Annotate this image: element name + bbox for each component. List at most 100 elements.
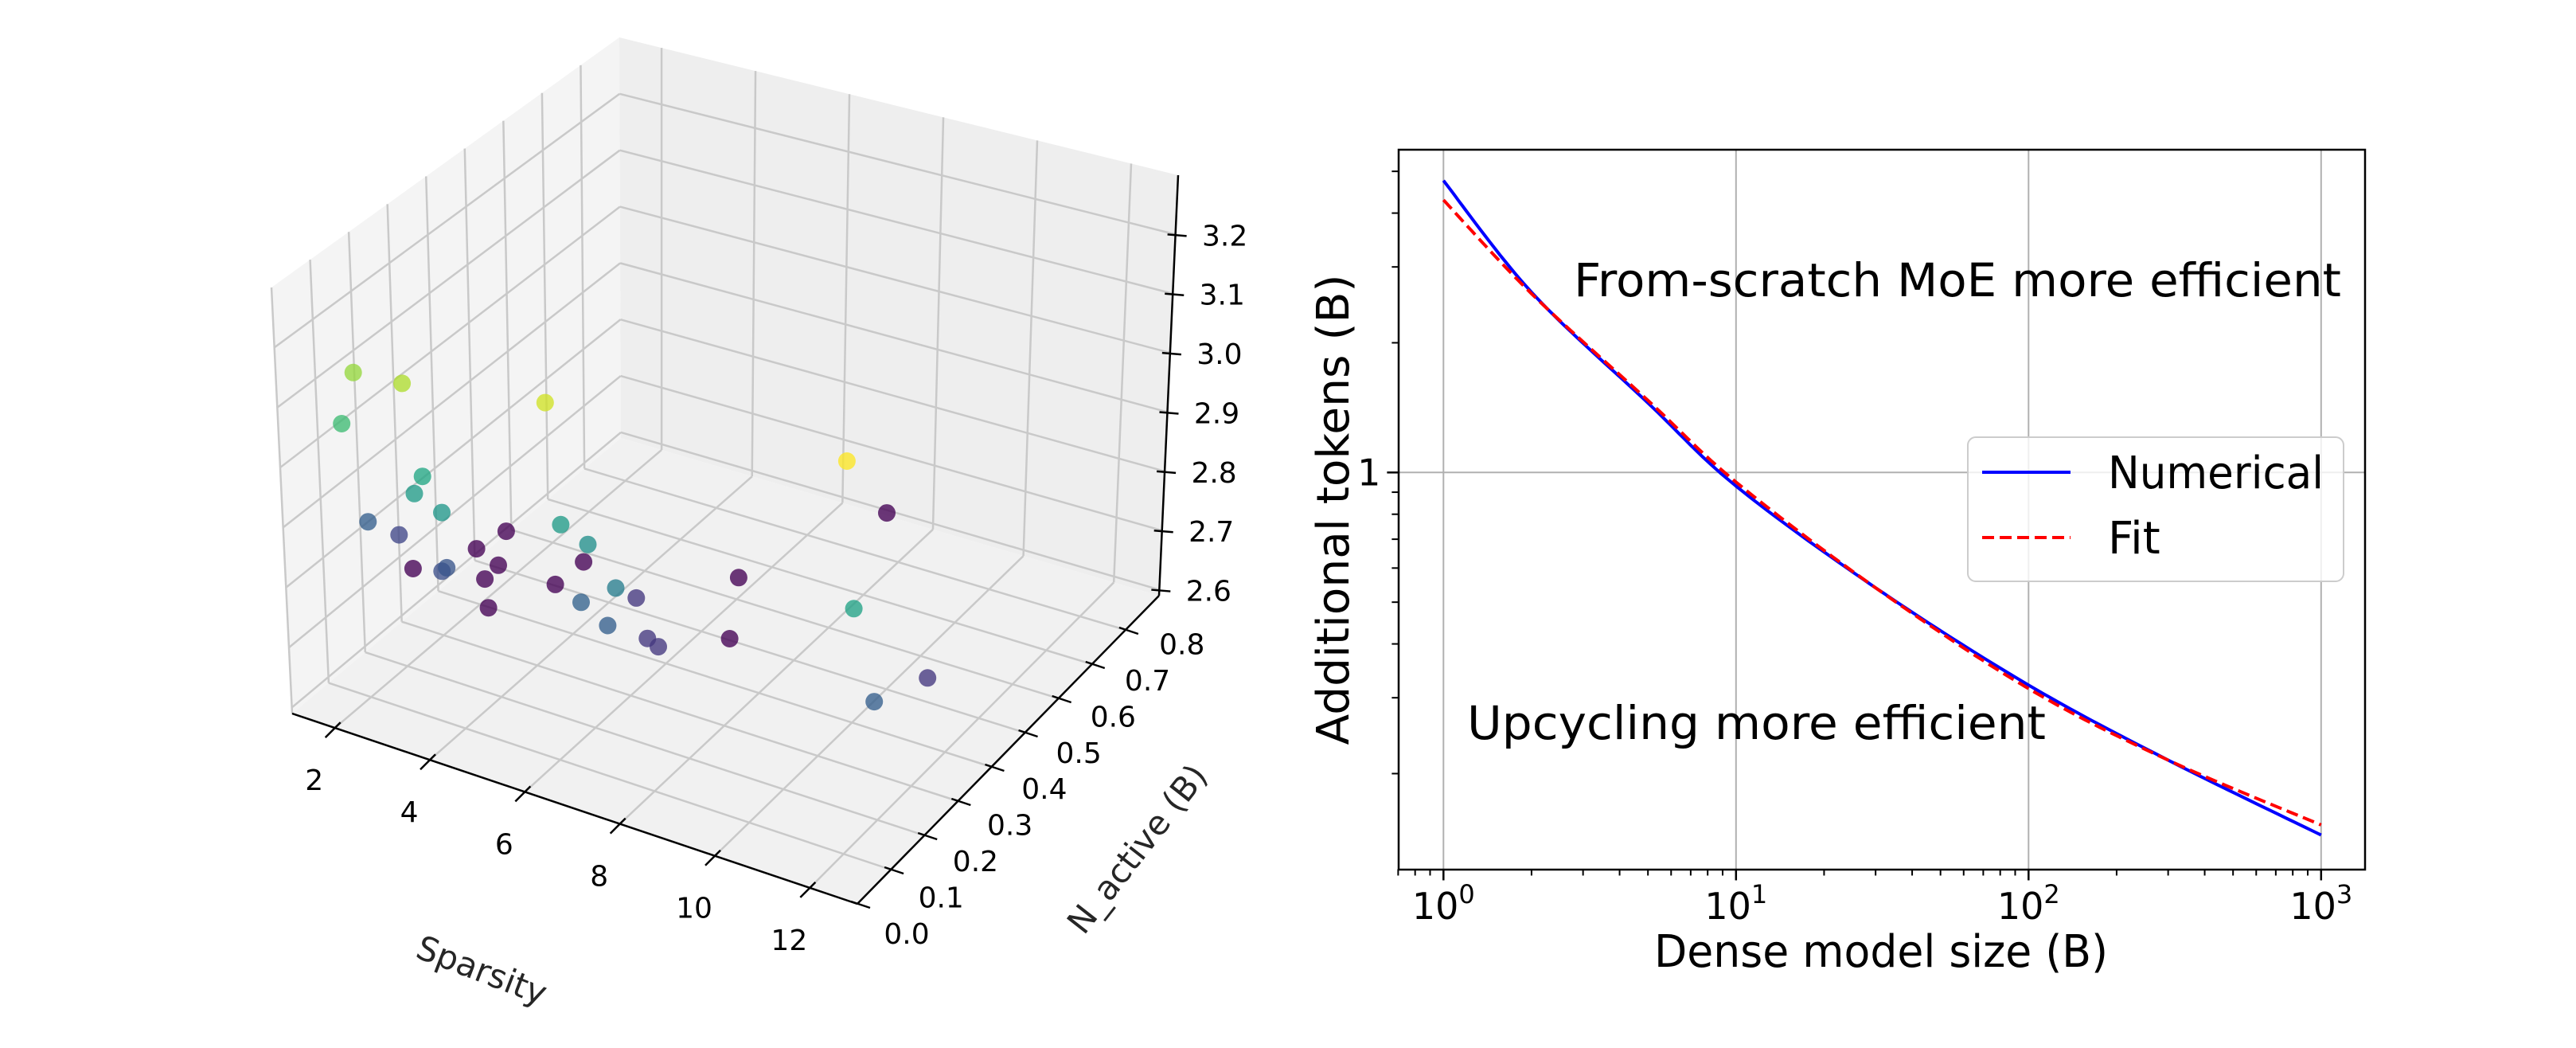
scatter-point [467, 540, 486, 558]
x-tick-base: 10 [1997, 885, 2044, 928]
series-line-fit [1442, 198, 2322, 827]
z-axis-line [1157, 174, 1180, 596]
scatter-point [359, 513, 377, 531]
scatter-point [479, 599, 498, 617]
scatter-point [599, 616, 617, 635]
x-axis-label: Dense model size (B) [1654, 926, 2108, 978]
floor-gridline [474, 559, 1025, 734]
back-pane-gridline [619, 205, 1171, 354]
floor-gridline [365, 651, 925, 837]
floor-gridline [429, 475, 753, 761]
x-axis-line-sparsity [291, 712, 858, 905]
z-tick-label: 2.9 [1194, 397, 1239, 430]
x-tick-mark [514, 785, 532, 803]
left-pane-gridline [282, 262, 621, 529]
left-pane-gridline [580, 65, 586, 469]
scatter-point [650, 638, 667, 656]
y-tick-mark [1018, 729, 1038, 738]
scatter-point [837, 452, 856, 470]
floor-pane [292, 438, 1159, 904]
x-tick-exponent: 1 [1751, 879, 1767, 909]
x-tick-base: 10 [2289, 885, 2336, 928]
scatter-point [344, 363, 362, 381]
x-tick-base: 10 [1412, 885, 1459, 928]
y-tick-label: 1 [1357, 451, 1380, 494]
floor-gridline [584, 467, 1126, 632]
scatter-point [390, 526, 408, 544]
y-tick-label: 0.0 [884, 918, 929, 951]
floor-gridline [401, 620, 958, 803]
z-tick-mark [1153, 529, 1173, 534]
back-pane [619, 37, 1178, 596]
axes-3d: 2 4 6 8 10 12 0.00.1 0.20.3 0.40.5 0.60.7 0.8 2.6 2.… [291, 174, 1247, 957]
scatter-point [572, 593, 590, 612]
x-tick-mark [609, 817, 626, 835]
z-tick-mark [1159, 411, 1179, 415]
scatter-point [433, 503, 451, 522]
left-pane-gridline [347, 232, 367, 653]
z-tick-mark [1151, 589, 1171, 592]
scatter-points [333, 363, 937, 711]
floor-gridline [619, 528, 934, 825]
legend-label-fit: Fit [2108, 513, 2160, 565]
y-tick-mark [1052, 694, 1072, 704]
z-tick-mark [1161, 351, 1181, 356]
scatter-point [865, 693, 884, 711]
scatter-point [393, 374, 412, 393]
scatter-point [546, 575, 564, 593]
scatter-point [607, 579, 625, 597]
left-pane-gridline [463, 148, 476, 561]
scatter-point [919, 669, 937, 687]
z-tick-label: 3.1 [1200, 280, 1245, 312]
x-tick-label: 6 [495, 828, 513, 861]
scatter-point [627, 589, 646, 607]
x-tick-label: 12 [771, 925, 807, 957]
x-tick-mark [704, 849, 721, 866]
x-tick-label: 102 [1997, 879, 2060, 928]
y-tick-label: 0.5 [1056, 737, 1101, 770]
back-pane-gridline [619, 92, 1176, 236]
legend-label-numerical: Numerical [2108, 448, 2324, 499]
x-tick-label: 101 [1704, 879, 1767, 928]
z-tick-label: 2.8 [1191, 457, 1236, 490]
x-tick-mark [324, 721, 342, 738]
scatter-point [575, 553, 593, 571]
scatter-point [438, 558, 456, 577]
y-tick-mark [1118, 626, 1139, 635]
floor-gridline [809, 581, 1115, 889]
floor-gridline [524, 502, 844, 793]
z-tick-label: 2.6 [1186, 576, 1231, 608]
left-pane-gridline [270, 287, 294, 714]
back-pane-gridline [841, 94, 851, 503]
y-tick-mark [917, 831, 938, 841]
series-lines [1442, 179, 2322, 837]
left-pane [271, 37, 621, 714]
scatter-point [333, 415, 351, 432]
x-tick-label: 10 [676, 893, 712, 925]
left-pane-gridline [276, 149, 621, 409]
y-axis-line-n-active [857, 595, 1160, 905]
scatter-point [579, 535, 597, 553]
y-tick-mark [1085, 660, 1106, 670]
scatter-point [497, 522, 515, 541]
floor-gridline [438, 590, 992, 768]
z-tick-label: 3.2 [1202, 220, 1247, 252]
x-tick-exponent: 3 [2336, 879, 2352, 909]
annotation-from-scratch: From-scratch MoE more efficient [1574, 253, 2341, 307]
scatter-point [413, 467, 431, 486]
scatter-point [476, 570, 494, 589]
x-tick-exponent: 0 [1458, 879, 1474, 909]
back-pane-gridline [619, 149, 1173, 295]
z-tick-mark [1167, 233, 1187, 237]
annotation-upcycling: Upcycling more efficient [1467, 696, 2046, 750]
scatter-point [878, 504, 896, 522]
y-tick-label: 0.6 [1091, 701, 1136, 733]
y-tick-label: 0.2 [953, 846, 998, 878]
left-pane-gridline [424, 176, 439, 592]
scatter-point [729, 569, 747, 587]
left-pane-gridline [288, 375, 622, 649]
left-pane-gridline [541, 92, 549, 499]
y-axis-label: Additional tokens (B) [1308, 275, 1360, 745]
